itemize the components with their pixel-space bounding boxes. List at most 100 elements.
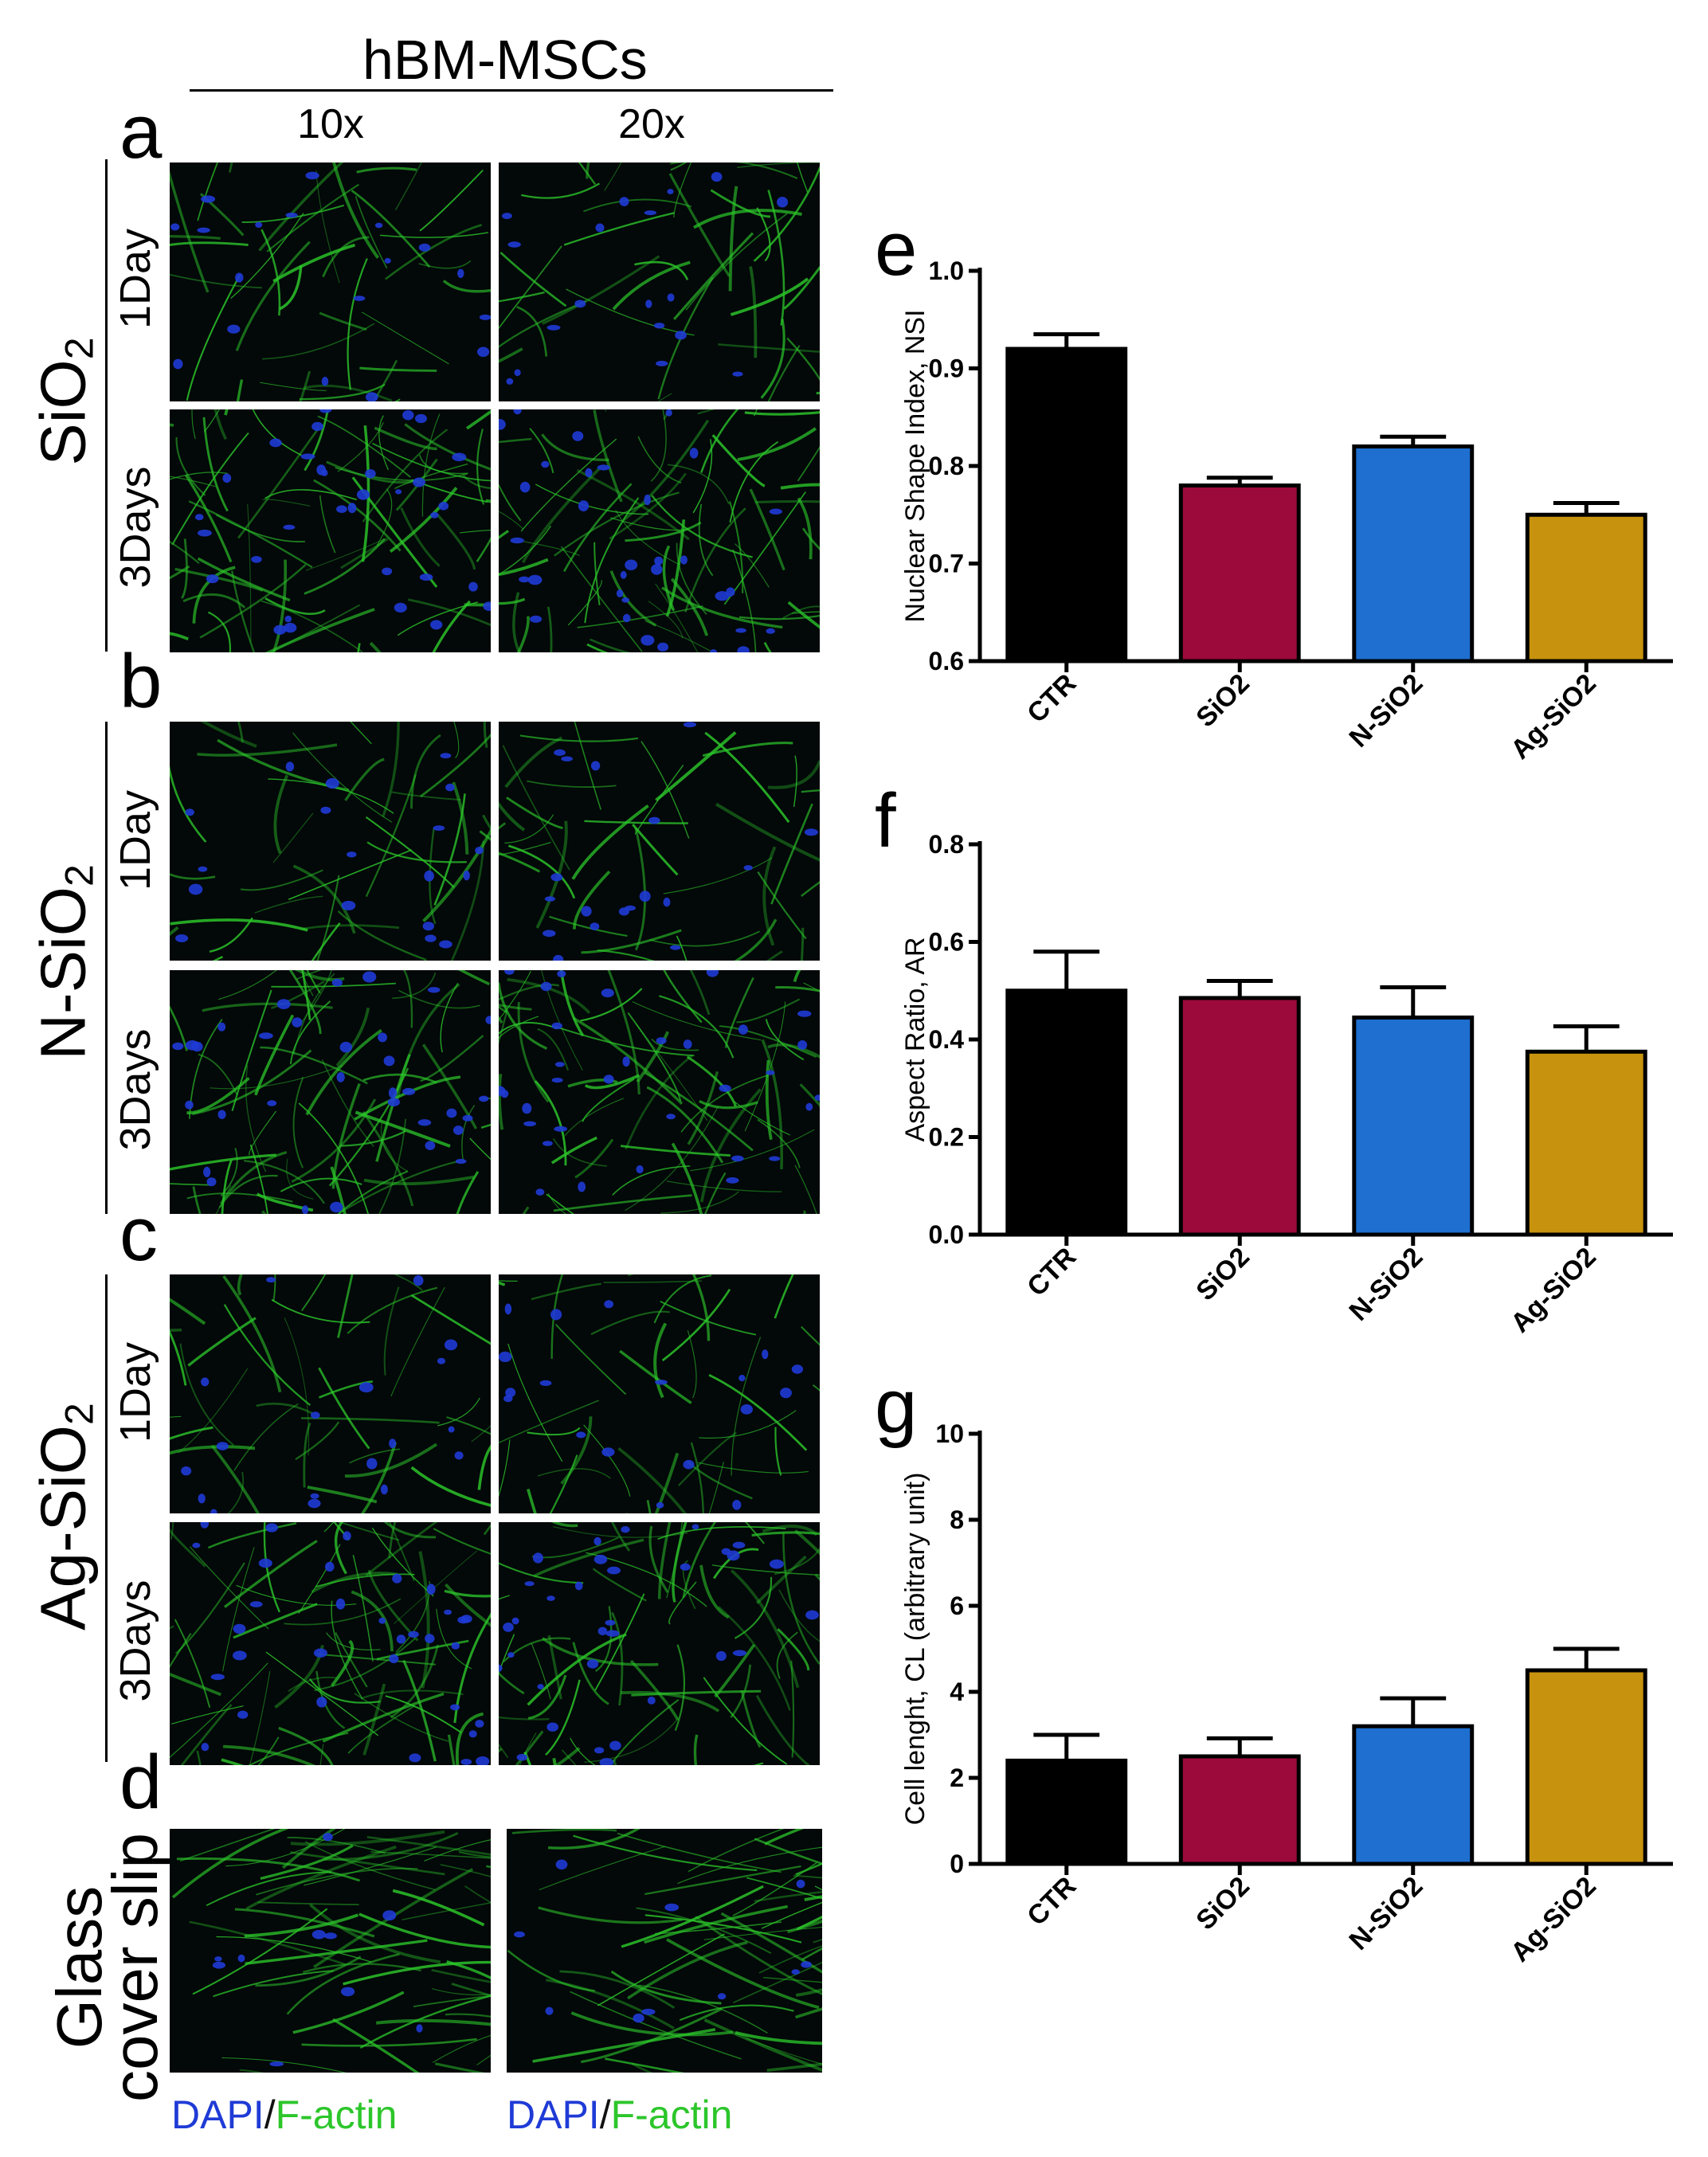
- actin-fiber: [573, 1834, 758, 1872]
- group-label-sio2-main: SiO: [27, 359, 99, 466]
- cell-nucleus: [347, 851, 357, 858]
- cell-nucleus: [657, 642, 669, 652]
- actin-fiber: [499, 511, 524, 530]
- panel-letter-d: d: [119, 1740, 163, 1825]
- actin-fiber: [319, 1744, 324, 1765]
- cell-nucleus: [545, 2006, 554, 2015]
- actin-fiber: [523, 541, 580, 557]
- actin-fiber: [531, 1282, 601, 1301]
- actin-fiber: [483, 722, 488, 748]
- cell-nucleus: [618, 907, 629, 916]
- cell-nucleus: [550, 873, 563, 882]
- cell-nucleus: [499, 1086, 506, 1096]
- cell-nucleus: [680, 555, 688, 565]
- actin-fiber: [304, 1841, 436, 1891]
- cell-nucleus: [460, 1615, 472, 1623]
- actin-fiber: [394, 1550, 478, 1625]
- y-tick-label-f: 0.2: [929, 1123, 964, 1152]
- actin-fiber: [554, 491, 680, 557]
- cell-nucleus: [648, 816, 660, 824]
- actin-fiber: [202, 417, 229, 512]
- cell-nucleus: [374, 222, 383, 229]
- actin-fiber: [767, 190, 785, 326]
- actin-fiber: [522, 1206, 530, 1214]
- actin-fiber: [305, 1028, 382, 1116]
- actin-fiber: [170, 170, 210, 293]
- actin-fiber: [574, 722, 601, 810]
- actin-fiber: [292, 1991, 405, 2034]
- actin-fiber: [577, 605, 703, 628]
- cell-nucleus: [413, 477, 425, 487]
- cell-nucleus: [554, 1125, 568, 1132]
- actin-fiber: [584, 1718, 679, 1763]
- actin-fiber: [308, 1677, 381, 1704]
- actin-fiber: [730, 277, 809, 316]
- actin-fiber: [711, 434, 766, 487]
- actin-fiber: [578, 162, 597, 186]
- cell-nucleus: [780, 1388, 792, 1399]
- actin-fiber: [230, 213, 304, 299]
- actin-fiber: [535, 820, 568, 929]
- actin-fiber: [523, 1751, 532, 1765]
- actin-fiber: [590, 1310, 670, 1336]
- x-tick-label-g-ag-sio2: Ag-SiO2: [1505, 1871, 1602, 1968]
- cell-nucleus: [425, 934, 437, 942]
- cell-nucleus: [603, 1075, 614, 1084]
- cell-nucleus: [325, 1561, 335, 1572]
- actin-fiber: [271, 981, 325, 1009]
- actin-fiber: [272, 812, 314, 863]
- actin-fiber: [223, 1744, 315, 1765]
- cell-nucleus: [504, 970, 515, 975]
- actin-fiber: [355, 196, 388, 269]
- cell-nucleus: [259, 1032, 273, 1039]
- actin-fiber: [390, 1644, 440, 1719]
- actin-fiber: [499, 597, 526, 605]
- actin-fiber: [733, 1961, 822, 2004]
- actin-fiber: [499, 1281, 506, 1286]
- actin-fiber: [632, 824, 679, 876]
- cell-nucleus: [519, 481, 531, 493]
- actin-fiber: [760, 319, 785, 399]
- x-tick-label-f-ctr: CTR: [1021, 1242, 1082, 1302]
- actin-fiber: [672, 232, 754, 320]
- cell-nucleus: [450, 1704, 460, 1711]
- cell-nucleus: [384, 257, 391, 264]
- micrograph-texture: [170, 722, 491, 961]
- cell-nucleus: [777, 197, 789, 208]
- group-line-a: [105, 159, 108, 652]
- actin-fiber: [170, 1625, 174, 1630]
- actin-fiber: [527, 1427, 581, 1436]
- cell-nucleus: [585, 468, 593, 478]
- cell-nucleus: [203, 1166, 211, 1177]
- actin-fiber: [794, 1165, 817, 1214]
- actin-fiber: [655, 731, 737, 802]
- actin-fiber: [306, 970, 321, 994]
- actin-fiber: [803, 1210, 806, 1214]
- actin-fiber: [241, 204, 345, 223]
- actin-fiber: [814, 1573, 820, 1581]
- actin-fiber: [499, 1073, 504, 1130]
- actin-fiber: [394, 162, 422, 211]
- actin-fiber: [765, 1059, 773, 1141]
- actin-fiber: [461, 1105, 476, 1162]
- cell-nucleus: [715, 1650, 727, 1662]
- actin-fiber: [359, 1995, 491, 2049]
- actin-fiber: [793, 755, 797, 808]
- actin-fiber: [499, 1743, 509, 1759]
- actin-fiber: [210, 1445, 260, 1513]
- actin-fiber: [660, 1300, 757, 1336]
- actin-fiber: [408, 598, 491, 627]
- actin-fiber: [326, 1632, 381, 1651]
- cell-nucleus: [185, 1040, 199, 1051]
- actin-fiber: [457, 970, 491, 986]
- actin-fiber: [593, 409, 623, 503]
- actin-fiber: [625, 1055, 693, 1150]
- actin-fiber: [620, 1145, 731, 1157]
- actin-fiber: [170, 765, 207, 843]
- actin-fiber: [271, 982, 396, 988]
- cell-nucleus: [311, 1930, 326, 1940]
- actin-fiber: [797, 497, 813, 560]
- actin-fiber: [309, 1903, 441, 1964]
- cell-nucleus: [644, 494, 651, 506]
- actin-fiber: [797, 445, 820, 482]
